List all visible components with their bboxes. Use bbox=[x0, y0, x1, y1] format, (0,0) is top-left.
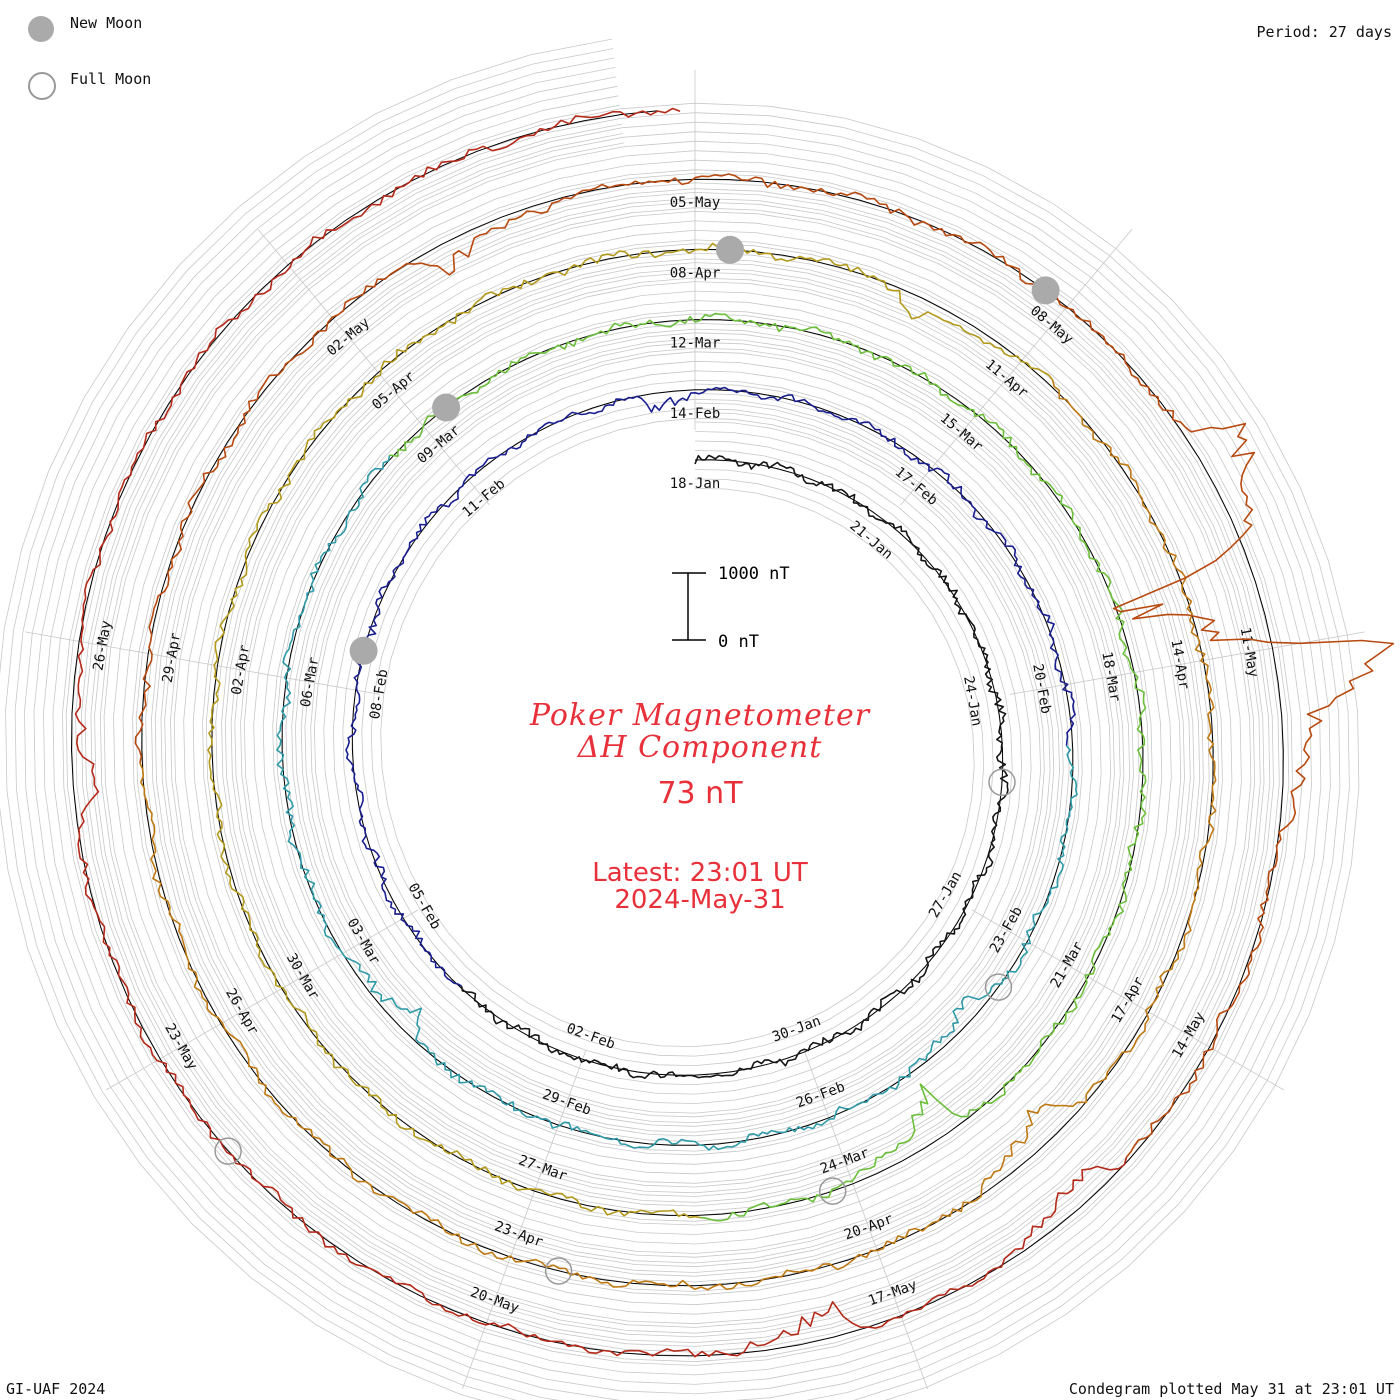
grid-track bbox=[14, 57, 1341, 1400]
grid-track bbox=[62, 104, 1293, 1366]
credit-label: GI-UAF 2024 bbox=[6, 1380, 106, 1398]
date-label: 17-Feb bbox=[892, 464, 941, 509]
data-trace-segment bbox=[207, 242, 1054, 1219]
grid-spoke bbox=[804, 1050, 928, 1390]
grid-spoke bbox=[105, 909, 419, 1091]
date-label: 14-Feb bbox=[670, 406, 721, 422]
grid-track bbox=[43, 85, 1312, 1385]
date-label: 21-Mar bbox=[1048, 939, 1087, 991]
grid-track bbox=[5, 48, 1350, 1400]
data-trace-segment bbox=[134, 173, 1395, 1158]
moon-markers bbox=[214, 235, 1060, 1285]
period-label: Period: 27 days bbox=[1256, 23, 1392, 41]
date-label: 08-May bbox=[1027, 303, 1076, 348]
new-moon-legend-icon bbox=[28, 16, 54, 42]
new-moon-marker bbox=[349, 636, 378, 665]
grid-track bbox=[80, 123, 1274, 1347]
data-trace-segment bbox=[389, 312, 1147, 1222]
full-moon-marker bbox=[988, 768, 1016, 797]
date-label: 21-Jan bbox=[846, 518, 895, 563]
new-moon-marker bbox=[1031, 276, 1060, 305]
data-trace-segment bbox=[139, 379, 1217, 1291]
full-moon-legend-icon bbox=[28, 72, 56, 100]
grid-track bbox=[99, 142, 1256, 1328]
baseline-spiral bbox=[70, 110, 1284, 1357]
chart-title: Poker Magnetometer bbox=[529, 698, 871, 733]
date-label: 11-Feb bbox=[459, 476, 508, 521]
plotted-label: Condegram plotted May 31 at 23:01 UT bbox=[1068, 1380, 1394, 1398]
date-label: 30-Jan bbox=[770, 1013, 823, 1045]
date-label: 12-Mar bbox=[670, 336, 721, 352]
grid-spoke bbox=[25, 631, 380, 695]
latest-date: 2024-May-31 bbox=[614, 885, 786, 915]
data-traces bbox=[74, 107, 1395, 1358]
date-label: 02-May bbox=[324, 315, 373, 360]
date-label: 15-Mar bbox=[937, 410, 986, 455]
data-trace-segment bbox=[345, 386, 1076, 987]
grid-spoke bbox=[462, 1050, 586, 1390]
date-label: 11-Apr bbox=[982, 357, 1031, 402]
scale-bar-top-label: 1000 nT bbox=[718, 564, 790, 584]
date-label: 18-Jan bbox=[670, 476, 721, 492]
grid-spoke bbox=[257, 228, 490, 506]
scale-bar: 1000 nT 0 nT bbox=[672, 564, 790, 652]
current-value: 73 nT bbox=[657, 776, 743, 811]
grid-track bbox=[90, 133, 1265, 1338]
grid-track bbox=[24, 67, 1331, 1400]
grid-track bbox=[52, 95, 1303, 1376]
date-label: 05-May bbox=[670, 195, 721, 211]
grid-spoke bbox=[900, 228, 1133, 506]
new-moon-marker bbox=[432, 393, 461, 422]
new-moon-legend-label: New Moon bbox=[70, 14, 143, 32]
chart-subtitle: ΔH Component bbox=[577, 730, 823, 765]
date-label: 08-Apr bbox=[670, 265, 721, 281]
grid-track bbox=[33, 76, 1322, 1395]
scale-bar-bottom-label: 0 nT bbox=[718, 632, 759, 652]
full-moon-marker bbox=[214, 1137, 242, 1165]
date-label: 02-Feb bbox=[564, 1020, 617, 1052]
full-moon-marker bbox=[984, 973, 1013, 1001]
latest-time: Latest: 23:01 UT bbox=[592, 858, 808, 888]
date-label: 05-Apr bbox=[369, 369, 418, 414]
new-moon-marker bbox=[716, 235, 744, 264]
full-moon-legend-label: Full Moon bbox=[70, 70, 152, 88]
grid-spoke bbox=[971, 909, 1285, 1091]
data-trace-segment bbox=[276, 454, 1078, 1151]
full-moon-marker bbox=[818, 1177, 847, 1205]
data-trace-segment bbox=[74, 107, 1128, 1358]
data-trace-segment bbox=[460, 454, 1009, 1079]
full-moon-marker bbox=[544, 1257, 573, 1285]
